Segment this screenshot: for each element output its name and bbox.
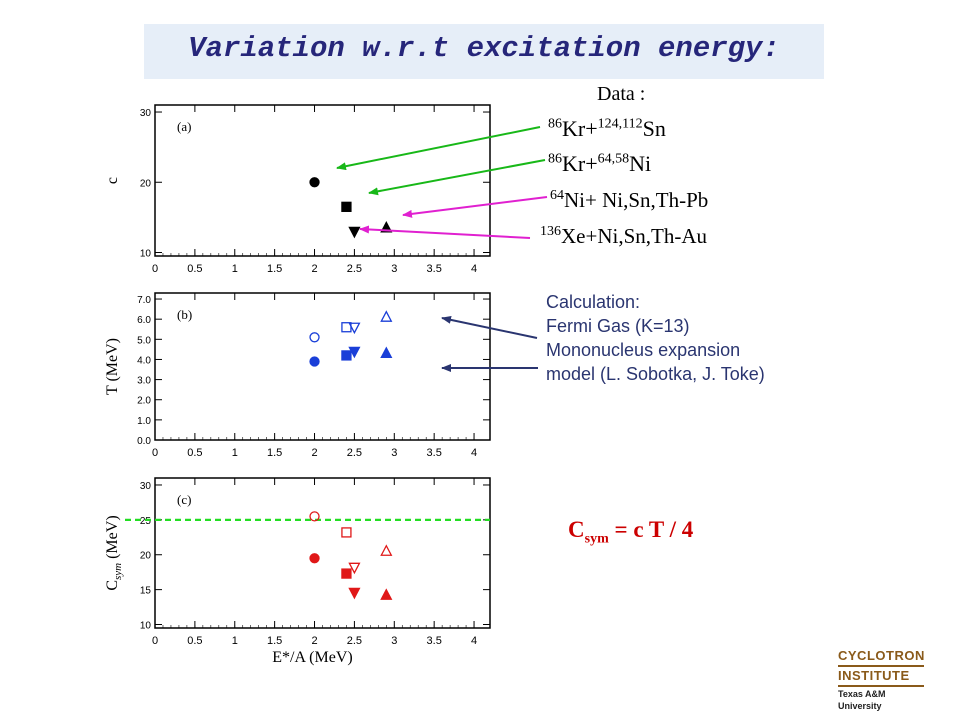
arrow-ni xyxy=(402,196,548,218)
arrow-kr-sn xyxy=(336,126,541,171)
x-tick-label: 0 xyxy=(152,263,158,275)
data-point-square-filled xyxy=(341,350,352,361)
y-tick-label: 20 xyxy=(140,178,152,189)
data-point-square-filled xyxy=(341,201,352,212)
y-tick-label: 30 xyxy=(140,481,152,492)
x-tick-label: 3 xyxy=(391,635,397,647)
data-point-triangle-up-open xyxy=(380,310,393,322)
panel-label: (c) xyxy=(177,492,191,507)
calculation-block: Calculation: Fermi Gas (K=13) Mononucleu… xyxy=(546,290,765,386)
x-tick-label: 2 xyxy=(311,263,317,275)
x-tick-label: 1.5 xyxy=(267,263,282,275)
x-tick-label: 4 xyxy=(471,263,477,275)
x-tick-label: 3 xyxy=(391,263,397,275)
data-point-triangle-up-open xyxy=(380,544,393,556)
x-tick-label: 0.5 xyxy=(187,635,202,647)
x-tick-label: 1 xyxy=(232,263,238,275)
calc-line-2: Fermi Gas (K=13) xyxy=(546,316,690,336)
data-item-kr-ni: 86Kr+64,58Ni xyxy=(548,151,652,176)
x-tick-label: 3.5 xyxy=(427,447,442,459)
y-tick-label: 25 xyxy=(140,516,152,527)
data-point-square-open xyxy=(341,527,352,538)
data-point-triangle-down-filled xyxy=(348,346,361,359)
x-axis-label: E*/A (MeV) xyxy=(272,649,352,666)
y-tick-label: 5.0 xyxy=(137,335,151,346)
y-tick-label: 3.0 xyxy=(137,376,151,387)
y-axis-label: Csym (MeV) xyxy=(104,515,124,590)
data-point-triangle-down-open xyxy=(348,322,361,335)
y-axis-label: T (MeV) xyxy=(104,338,121,395)
data-point-circle-open xyxy=(309,511,320,522)
y-tick-label: 10 xyxy=(140,621,152,632)
x-tick-label: 0.5 xyxy=(187,263,202,275)
arrow-fermi-gas xyxy=(441,315,538,339)
x-tick-label: 3.5 xyxy=(427,263,442,275)
calc-line-1: Calculation: xyxy=(546,292,641,312)
x-tick-label: 2.5 xyxy=(347,263,362,275)
title-bar: Variation w.r.t excitation energy: xyxy=(144,24,824,79)
calc-line-4: model (L. Sobotka, J. Toke) xyxy=(546,364,765,384)
plot-frame xyxy=(154,477,491,629)
y-tick-label: 30 xyxy=(140,108,152,119)
y-tick-label: 20 xyxy=(140,551,152,562)
x-tick-label: 0 xyxy=(152,635,158,647)
slide-title: Variation w.r.t excitation energy: xyxy=(188,32,780,65)
data-point-triangle-down-open xyxy=(348,562,361,575)
y-tick-label: 6.0 xyxy=(137,315,151,326)
x-tick-label: 2 xyxy=(311,447,317,459)
x-tick-label: 4 xyxy=(471,447,477,459)
x-tick-label: 4 xyxy=(471,635,477,647)
arrow-xe xyxy=(359,225,531,239)
y-axis-label: c xyxy=(104,177,121,184)
data-point-triangle-up-filled xyxy=(380,346,393,359)
x-tick-label: 1.5 xyxy=(267,447,282,459)
x-tick-label: 0 xyxy=(152,447,158,459)
panel-1: 0 0.5 1 1.5 2 2.5 3 3.5 4 10 20 30 (a) c xyxy=(104,104,491,275)
data-point-circle-filled xyxy=(309,553,320,564)
panel-2: 0 0.5 1 1.5 2 2.5 3 3.5 4 0.0 1.0 2.0 3.0 4.0 5.0 6.0 7.… xyxy=(104,292,491,459)
panel-3: 0 0.5 1 1.5 2 2.5 3 3.5 4 10 15 20 25 30 (c) Csym (MeV)… xyxy=(104,477,491,666)
panel-label: (b) xyxy=(177,307,192,322)
y-tick-label: 0.0 xyxy=(137,436,151,447)
y-tick-label: 1.0 xyxy=(137,416,151,427)
data-point-triangle-down-filled xyxy=(348,587,361,600)
data-heading: Data : xyxy=(597,83,646,105)
calc-line-3: Mononucleus expansion xyxy=(546,340,741,360)
y-tick-label: 10 xyxy=(140,248,152,259)
x-tick-label: 2.5 xyxy=(347,635,362,647)
data-point-square-filled xyxy=(341,568,352,579)
data-point-circle-open xyxy=(309,332,320,343)
plot-frame xyxy=(154,292,491,441)
formula: Csym = c T / 4 xyxy=(568,517,694,547)
x-tick-label: 1 xyxy=(232,635,238,647)
data-point-circle-filled xyxy=(309,356,320,367)
data-point-circle-filled xyxy=(309,177,320,188)
x-tick-label: 1 xyxy=(232,447,238,459)
data-point-triangle-up-filled xyxy=(380,588,393,600)
x-tick-label: 3 xyxy=(391,447,397,459)
x-tick-label: 2 xyxy=(311,635,317,647)
cyclotron-institute-logo: CYCLOTRON INSTITUTE Texas A&M University xyxy=(838,648,925,711)
y-tick-label: 2.0 xyxy=(137,396,151,407)
x-tick-label: 0.5 xyxy=(187,447,202,459)
y-tick-label: 7.0 xyxy=(137,295,151,306)
data-item-ni: 64Ni+ Ni,Sn,Th-Pb xyxy=(550,188,709,212)
panel-label: (a) xyxy=(177,119,191,134)
data-item-kr-sn: 86Kr+124,112Sn xyxy=(548,116,666,141)
y-tick-label: 4.0 xyxy=(137,355,151,366)
y-tick-label: 15 xyxy=(140,586,152,597)
x-tick-label: 3.5 xyxy=(427,635,442,647)
arrow-kr-ni xyxy=(368,159,546,196)
x-tick-label: 2.5 xyxy=(347,447,362,459)
data-item-xe: 136Xe+Ni,Sn,Th-Au xyxy=(540,224,707,248)
x-tick-label: 1.5 xyxy=(267,635,282,647)
data-point-triangle-down-filled xyxy=(348,226,361,239)
